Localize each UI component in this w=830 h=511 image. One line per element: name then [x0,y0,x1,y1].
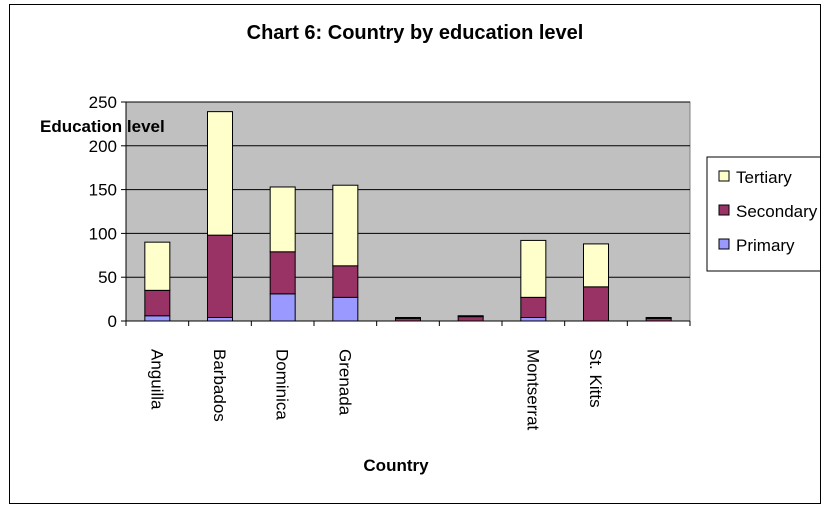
x-tick-label: St. Kitts [586,349,605,408]
legend-swatch-tertiary [718,170,730,182]
legend-label-tertiary: Tertiary [736,168,792,187]
bar-tertiary [457,315,484,318]
bar-tertiary [144,241,171,291]
x-tick-label: Anguilla [147,349,166,410]
bar-tertiary [583,243,609,288]
bar-secondary [269,251,296,295]
bar-secondary [332,265,359,298]
bar-primary [520,316,547,322]
bar-tertiary [332,184,359,267]
y-tick-label: 200 [89,137,117,156]
bar-tertiary [207,111,233,236]
chart-frame: Chart 6: Country by education level 0 50 1… [9,4,821,504]
bar-tertiary [645,316,672,319]
y-tick-label: 250 [89,93,117,112]
bar-tertiary [395,316,421,319]
y-tick-label: 150 [89,181,117,200]
x-axis-title: Country [363,456,429,475]
x-tick-label: Grenada [335,349,354,416]
bar-tertiary [520,239,547,298]
y-tick-label: 100 [89,224,117,243]
bar-primary [269,293,296,322]
chart-title: Chart 6: Country by education level [246,22,584,44]
bar-secondary [457,316,484,322]
bar-tertiary [269,186,296,253]
legend-label-secondary: Secondary [736,202,818,221]
bar-primary [144,315,171,322]
x-tick-label: Dominica [273,349,292,420]
legend-swatch-secondary [718,204,730,216]
bar-secondary [144,289,171,317]
x-tick-label: Montserrat [523,349,542,431]
bar-primary [332,296,359,322]
y-axis-title: Education level [40,117,165,136]
bar-secondary [207,234,233,318]
bar-primary [207,316,233,322]
legend-swatch-primary [718,238,730,250]
bar-secondary [520,296,547,318]
legend-label-primary: Primary [736,236,795,255]
bar-secondary [583,286,609,322]
y-tick-label: 50 [98,268,117,287]
chart-svg: 0 50 100 150 200 250 Anguilla Barbados Dominica G… [40,93,820,475]
y-tick-label: 0 [108,312,117,331]
x-tick-label: Barbados [210,349,229,422]
